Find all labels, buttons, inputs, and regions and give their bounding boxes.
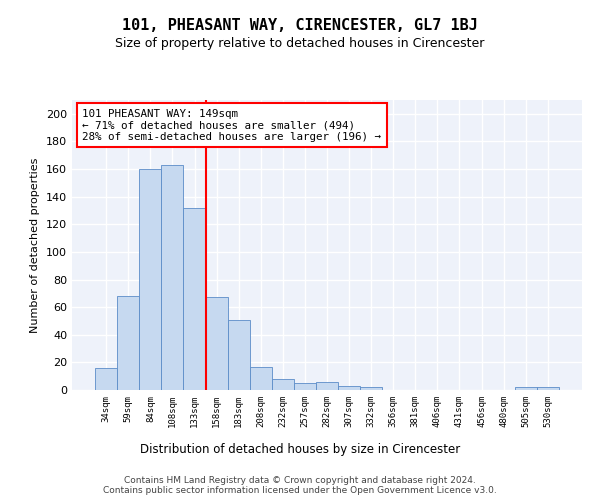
Bar	[206, 298, 227, 390]
Bar	[272, 379, 294, 390]
Y-axis label: Number of detached properties: Number of detached properties	[31, 158, 40, 332]
Bar	[161, 165, 184, 390]
Text: Size of property relative to detached houses in Cirencester: Size of property relative to detached ho…	[115, 38, 485, 51]
Bar	[139, 169, 161, 390]
Bar	[537, 387, 559, 390]
Bar	[316, 382, 338, 390]
Bar	[338, 386, 360, 390]
Bar	[184, 208, 206, 390]
Text: 101, PHEASANT WAY, CIRENCESTER, GL7 1BJ: 101, PHEASANT WAY, CIRENCESTER, GL7 1BJ	[122, 18, 478, 32]
Bar	[227, 320, 250, 390]
Text: Distribution of detached houses by size in Cirencester: Distribution of detached houses by size …	[140, 442, 460, 456]
Text: 101 PHEASANT WAY: 149sqm
← 71% of detached houses are smaller (494)
28% of semi-: 101 PHEASANT WAY: 149sqm ← 71% of detach…	[82, 108, 381, 142]
Bar	[117, 296, 139, 390]
Bar	[515, 387, 537, 390]
Bar	[360, 387, 382, 390]
Bar	[250, 366, 272, 390]
Text: Contains HM Land Registry data © Crown copyright and database right 2024.
Contai: Contains HM Land Registry data © Crown c…	[103, 476, 497, 495]
Bar	[95, 368, 117, 390]
Bar	[294, 383, 316, 390]
